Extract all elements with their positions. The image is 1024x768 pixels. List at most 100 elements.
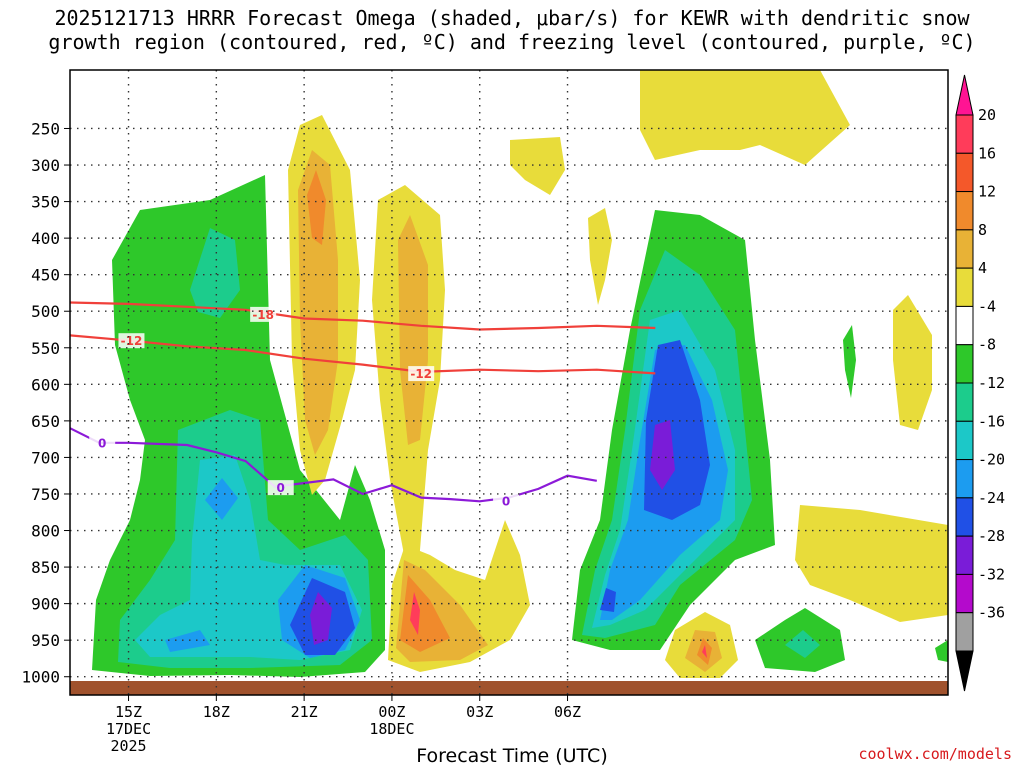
omega-purple-right	[650, 420, 675, 490]
omega-teal-03z-low	[785, 630, 820, 658]
omega-gold-tower-20z	[398, 215, 428, 445]
contour-line-1	[70, 334, 656, 375]
y-tick-label: 950	[31, 631, 60, 650]
colorbar-swatch	[955, 612, 974, 652]
y-tick-label: 750	[31, 485, 60, 504]
y-tick-label: 900	[31, 595, 60, 614]
colorbar-swatch	[955, 344, 974, 384]
omega-teal-left-upper	[190, 228, 240, 318]
omega-yellow-top-01z	[640, 70, 850, 165]
x-tick-label: 15Z	[115, 703, 142, 721]
contour-line-0	[70, 301, 656, 331]
omega-yellow-05z	[893, 295, 932, 430]
source-credit: coolwx.com/models	[858, 745, 1012, 763]
plot-frame	[69, 69, 949, 696]
colorbar-label: 20	[978, 106, 996, 124]
colorbar-label: -16	[978, 412, 1005, 430]
colorbar-top-arrow	[955, 74, 974, 116]
x-tick-label: 06Z	[554, 703, 581, 721]
y-tick-label: 550	[31, 339, 60, 358]
colorbar-swatch	[955, 152, 974, 193]
omega-shading	[92, 70, 948, 678]
x-tick-label: 18DEC	[369, 720, 414, 738]
y-tick-label: 350	[31, 193, 60, 212]
contour-label-bg	[89, 435, 116, 451]
omega-blue-right-low	[600, 588, 616, 612]
colorbar-label: -32	[978, 565, 1005, 583]
colorbar-label: -4	[978, 297, 996, 315]
y-tick-label: 400	[31, 229, 60, 248]
contour-label: -12	[121, 334, 143, 348]
contour-label-bg	[408, 366, 435, 382]
colorbar-swatch	[955, 497, 974, 537]
y-tick-label: 850	[31, 558, 60, 577]
x-tick-label: 18Z	[203, 703, 230, 721]
y-tick-label: 650	[31, 412, 60, 431]
x-tick-label: 2025	[110, 737, 146, 755]
y-tick-label: 600	[31, 375, 60, 394]
y-tick-label: 800	[31, 522, 60, 541]
contour-label: 0	[502, 494, 510, 508]
omega-lightblue-sw	[165, 630, 210, 652]
contour-label-bg	[250, 306, 277, 322]
colorbar-swatch	[955, 459, 974, 499]
y-tick-label: 300	[31, 156, 60, 175]
colorbar-label: 4	[978, 259, 987, 277]
colorbar-bottom-arrow	[955, 650, 974, 692]
y-tick-label: 700	[31, 448, 60, 467]
colorbar-swatch	[955, 229, 974, 269]
x-tick-label: 17DEC	[106, 720, 151, 738]
colorbar-swatch	[955, 267, 974, 307]
omega-purple-left	[310, 592, 332, 645]
colorbar-swatch	[955, 114, 974, 154]
y-tick-label: 500	[31, 302, 60, 321]
colorbar-label: -36	[978, 604, 1005, 622]
x-tick-label: 03Z	[466, 703, 493, 721]
contour-label-bg	[118, 333, 145, 349]
y-tick-label: 250	[31, 119, 60, 138]
chart-title: 2025121713 HRRR Forecast Omega (shaded, …	[0, 6, 1024, 54]
y-tick-label: 1000	[21, 668, 60, 687]
colorbar-label: 8	[978, 221, 987, 239]
plot-area: -18 -12 -12 0 0 0	[70, 70, 948, 695]
y-axis: 250 300 350 400 450 500 550 600 650 700 750 800 850 9…	[21, 119, 70, 687]
x-tick-label: 00Z	[378, 703, 405, 721]
colorbar-label: -12	[978, 374, 1005, 392]
colorbar-swatch	[955, 305, 974, 346]
omega-green-edge-right	[935, 640, 948, 662]
colorbar-swatch	[955, 535, 974, 575]
colorbar-label: -20	[978, 451, 1005, 469]
omega-orange-tower-18z	[307, 170, 326, 245]
colorbar-swatch	[955, 573, 974, 614]
omega-gold-tower-18z	[298, 150, 338, 455]
omega-yellow-00z	[588, 208, 612, 305]
contour-label-bg	[493, 493, 520, 509]
contour-label: 0	[277, 481, 285, 495]
omega-red-low-20z	[410, 592, 420, 635]
ground-surface	[70, 681, 948, 695]
title-line-1: 2025121713 HRRR Forecast Omega (shaded, …	[54, 6, 970, 30]
colorbar-label: -24	[978, 489, 1005, 507]
colorbar-label: -8	[978, 336, 996, 354]
contour-label: -18	[252, 308, 274, 322]
omega-green-05z-sliver	[843, 325, 856, 398]
colorbar-label: 16	[978, 144, 996, 162]
colorbar-label: 12	[978, 183, 996, 201]
omega-red-02z-low	[702, 645, 707, 658]
colorbar-swatch	[955, 420, 974, 461]
colorbar-label: -28	[978, 527, 1005, 545]
contour-label: -12	[410, 367, 432, 381]
x-axis-title: Forecast Time (UTC)	[416, 745, 608, 767]
contour-label-bg	[267, 480, 294, 496]
colorbar-swatch	[955, 191, 974, 231]
title-line-2: growth region (contoured, red, ºC) and f…	[48, 30, 976, 54]
omega-yellow-04z-low	[795, 505, 948, 622]
omega-yellow-23z	[510, 137, 565, 195]
x-tick-label: 21Z	[291, 703, 318, 721]
colorbar: 20 16 12 8 4 -4 -8 -12 -16 -20 -24 -28 -32 -36	[955, 74, 1005, 692]
contour-label: 0	[98, 437, 106, 451]
y-tick-label: 450	[31, 266, 60, 285]
isotherm-contours: -18 -12 -12 0 0 0	[70, 301, 656, 509]
